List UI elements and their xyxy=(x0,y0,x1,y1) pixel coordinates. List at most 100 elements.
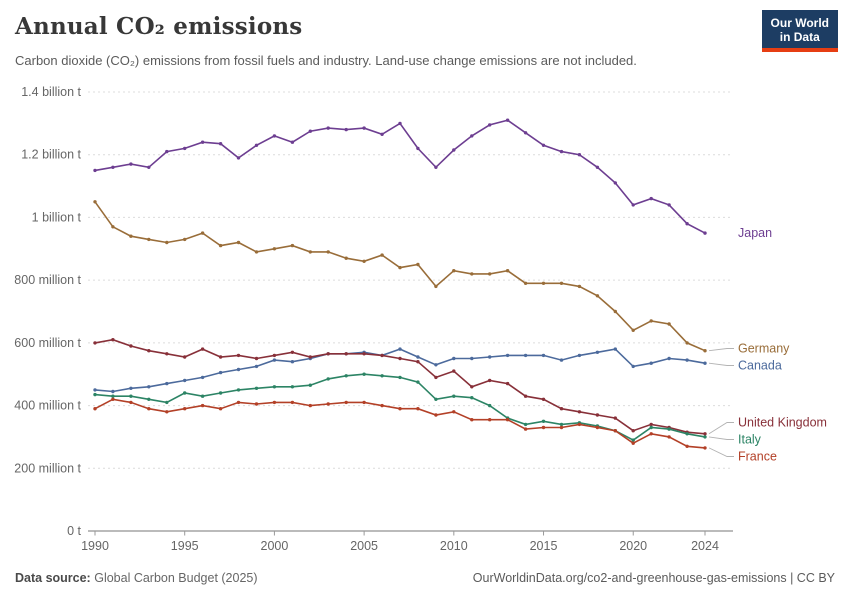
data-point[interactable] xyxy=(183,146,187,151)
data-point[interactable] xyxy=(434,363,438,367)
data-point[interactable] xyxy=(147,397,151,401)
data-point[interactable] xyxy=(290,140,295,144)
data-point[interactable] xyxy=(452,269,456,273)
series-label-canada[interactable]: Canada xyxy=(738,359,782,373)
series-line-japan[interactable] xyxy=(94,119,706,234)
data-point[interactable] xyxy=(254,356,259,361)
data-point[interactable] xyxy=(631,203,635,207)
data-point[interactable] xyxy=(703,361,707,365)
data-point[interactable] xyxy=(111,389,115,394)
data-point[interactable] xyxy=(577,422,582,427)
data-point[interactable] xyxy=(272,385,277,389)
data-point[interactable] xyxy=(236,156,241,160)
data-point[interactable] xyxy=(470,134,474,138)
data-point[interactable] xyxy=(703,432,707,436)
data-point[interactable] xyxy=(434,284,438,289)
data-point[interactable] xyxy=(523,394,528,398)
data-point[interactable] xyxy=(165,352,169,356)
data-point[interactable] xyxy=(398,121,402,126)
data-point[interactable] xyxy=(308,129,312,133)
data-point[interactable] xyxy=(183,355,187,359)
data-point[interactable] xyxy=(254,364,259,369)
data-point[interactable] xyxy=(541,143,546,147)
data-point[interactable] xyxy=(183,378,187,383)
data-point[interactable] xyxy=(703,349,707,353)
series-line-france[interactable] xyxy=(94,398,706,449)
series-label-united-kingdom[interactable]: United Kingdom xyxy=(738,416,827,430)
data-point[interactable] xyxy=(416,146,420,151)
data-point[interactable] xyxy=(488,403,492,408)
data-point[interactable] xyxy=(129,234,133,238)
data-point[interactable] xyxy=(326,377,330,381)
data-point[interactable] xyxy=(685,358,689,362)
data-point[interactable] xyxy=(416,262,420,267)
data-point[interactable] xyxy=(505,118,510,122)
data-point[interactable] xyxy=(218,355,223,359)
data-point[interactable] xyxy=(218,142,223,146)
series-label-italy[interactable]: Italy xyxy=(738,433,762,447)
data-point[interactable] xyxy=(541,281,546,285)
data-point[interactable] xyxy=(703,446,707,450)
data-point[interactable] xyxy=(272,247,277,251)
data-point[interactable] xyxy=(254,143,259,147)
data-point[interactable] xyxy=(559,149,564,154)
data-point[interactable] xyxy=(326,352,330,356)
owid-logo[interactable]: Our World in Data xyxy=(761,10,838,52)
data-point[interactable] xyxy=(452,148,456,152)
data-point[interactable] xyxy=(290,360,295,364)
data-point[interactable] xyxy=(218,407,223,411)
data-point[interactable] xyxy=(380,253,384,257)
data-point[interactable] xyxy=(200,231,205,235)
data-point[interactable] xyxy=(488,355,492,359)
data-point[interactable] xyxy=(649,361,653,365)
data-point[interactable] xyxy=(631,364,635,369)
data-point[interactable] xyxy=(505,381,510,386)
data-point[interactable] xyxy=(344,352,348,356)
data-point[interactable] xyxy=(218,391,223,395)
data-point[interactable] xyxy=(595,165,600,169)
data-point[interactable] xyxy=(559,281,564,285)
data-point[interactable] xyxy=(398,347,402,351)
data-point[interactable] xyxy=(631,328,635,332)
data-point[interactable] xyxy=(129,394,133,398)
data-point[interactable] xyxy=(595,413,600,417)
data-point[interactable] xyxy=(434,165,438,169)
data-point[interactable] xyxy=(452,369,456,373)
data-point[interactable] xyxy=(416,355,420,359)
data-point[interactable] xyxy=(523,353,528,358)
data-point[interactable] xyxy=(308,250,312,254)
data-point[interactable] xyxy=(129,162,133,166)
data-point[interactable] xyxy=(559,422,564,427)
data-point[interactable] xyxy=(111,394,115,398)
data-point[interactable] xyxy=(326,250,330,254)
data-point[interactable] xyxy=(505,353,510,358)
data-point[interactable] xyxy=(667,322,671,326)
data-point[interactable] xyxy=(559,407,564,411)
data-point[interactable] xyxy=(703,435,707,439)
series-line-germany[interactable] xyxy=(94,201,706,352)
data-point[interactable] xyxy=(559,425,564,430)
data-point[interactable] xyxy=(505,269,510,273)
data-point[interactable] xyxy=(488,418,492,422)
data-point[interactable] xyxy=(93,341,97,345)
data-point[interactable] xyxy=(488,378,492,383)
data-point[interactable] xyxy=(165,240,169,245)
data-point[interactable] xyxy=(218,243,223,248)
data-point[interactable] xyxy=(165,149,169,154)
series-label-japan[interactable]: Japan xyxy=(738,226,772,240)
data-point[interactable] xyxy=(344,127,348,132)
data-point[interactable] xyxy=(685,432,689,436)
data-point[interactable] xyxy=(290,350,295,354)
series-label-france[interactable]: France xyxy=(738,450,777,464)
data-point[interactable] xyxy=(470,356,474,361)
data-point[interactable] xyxy=(523,422,528,427)
data-point[interactable] xyxy=(452,410,456,414)
data-point[interactable] xyxy=(93,392,97,397)
data-point[interactable] xyxy=(218,370,223,375)
data-point[interactable] xyxy=(541,353,546,358)
data-point[interactable] xyxy=(308,355,312,359)
data-point[interactable] xyxy=(434,413,438,417)
data-point[interactable] xyxy=(452,394,456,398)
data-point[interactable] xyxy=(559,358,564,362)
data-point[interactable] xyxy=(613,181,617,185)
